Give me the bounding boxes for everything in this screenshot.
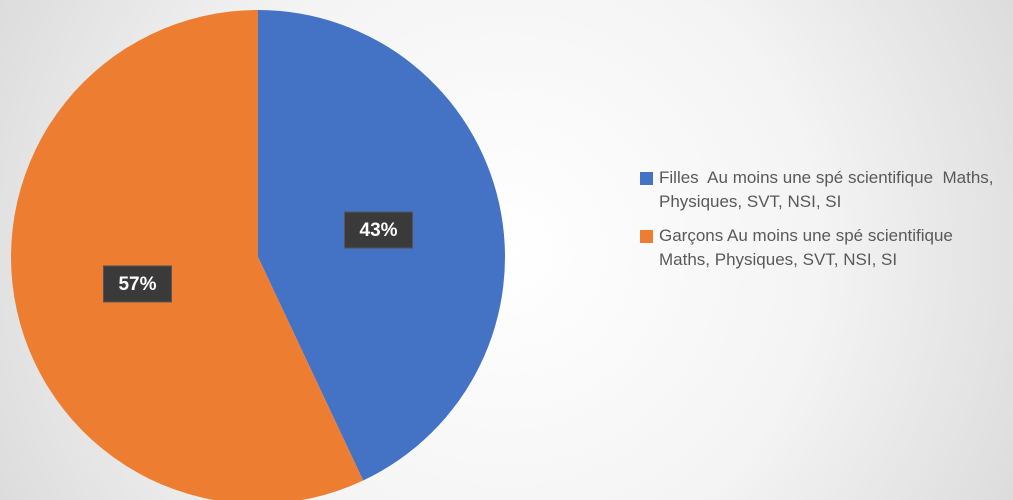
legend-item: Filles Au moins une spé scientifique Mat… — [640, 166, 1010, 214]
value-label: 43% — [360, 220, 398, 241]
value-label-box — [102, 265, 172, 303]
value-label-box — [344, 211, 414, 249]
value-label: 57% — [118, 274, 156, 295]
legend-swatch — [640, 172, 653, 185]
legend-item: Garçons Au moins une spé scientifique Ma… — [640, 224, 1010, 272]
pie-slice — [11, 10, 364, 500]
legend-swatch — [640, 230, 653, 243]
legend-label: Garçons Au moins une spé scientifique Ma… — [659, 226, 963, 269]
legend: Filles Au moins une spé scientifique Mat… — [640, 166, 1010, 282]
legend-label: Filles Au moins une spé scientifique Mat… — [659, 168, 999, 211]
